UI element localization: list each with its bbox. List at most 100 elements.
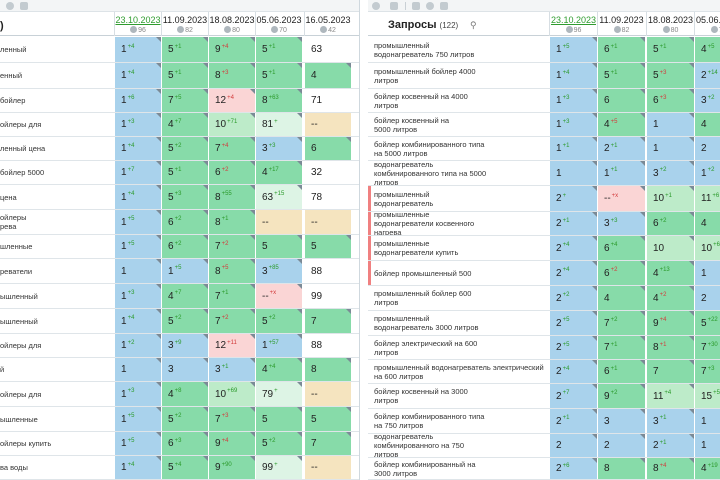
date-column-header[interactable]: 05.06.2023 70 <box>694 12 720 36</box>
position-cell[interactable]: -- <box>255 210 302 234</box>
position-cell[interactable]: 2 +4 <box>549 360 597 383</box>
position-cell[interactable]: 7 +3 <box>694 360 720 383</box>
position-cell[interactable]: 1 +4 <box>114 63 161 88</box>
position-cell[interactable]: 11 +4 <box>646 384 694 408</box>
link-icon[interactable] <box>390 2 398 10</box>
position-cell[interactable]: 2 +5 <box>549 311 597 335</box>
position-cell[interactable]: 5 +1 <box>646 37 694 62</box>
query-phrase[interactable]: водонагреватель комбинированного типа на … <box>374 161 544 185</box>
position-cell[interactable]: 9 +4 <box>208 37 255 62</box>
position-cell[interactable]: -- +x <box>597 186 645 211</box>
query-phrase[interactable]: ойлеры купить <box>0 432 110 455</box>
position-cell[interactable]: 3 +2 <box>694 89 720 112</box>
position-cell[interactable]: 2 +5 <box>549 336 597 359</box>
queries-column-title[interactable]: ) <box>0 20 4 32</box>
date-column-header[interactable]: 18.08.2023 80 <box>646 12 694 36</box>
position-cell[interactable]: 3 <box>161 358 208 381</box>
position-cell[interactable]: 2 +14 <box>694 63 720 88</box>
position-cell[interactable]: 10 +71 <box>208 113 255 136</box>
query-phrase[interactable]: бойлер промышленный 500 <box>374 261 544 285</box>
position-cell[interactable]: 10 <box>646 236 694 260</box>
position-cell[interactable]: 2 +1 <box>597 137 645 160</box>
position-cell[interactable]: 2 +4 <box>549 236 597 260</box>
position-cell[interactable]: 1 +4 <box>114 137 161 160</box>
position-cell[interactable]: 11 +6 <box>694 186 720 211</box>
query-phrase[interactable]: промышленные водонагреватели купить <box>374 236 544 260</box>
position-cell[interactable]: 4 +4 <box>255 358 302 381</box>
position-cell[interactable]: 7 +2 <box>208 235 255 258</box>
position-cell[interactable]: 5 +1 <box>597 63 645 88</box>
query-phrase[interactable]: реватели <box>0 259 110 283</box>
position-cell[interactable]: 99 + <box>255 456 302 479</box>
query-phrase[interactable]: водонагреватель комбинированного на 750 ли… <box>374 434 544 457</box>
position-cell[interactable]: 9 +2 <box>597 384 645 408</box>
check-date[interactable]: 23.10.2023 <box>550 15 597 25</box>
position-cell[interactable]: 4 <box>694 113 720 136</box>
check-date[interactable]: 18.08.2023 <box>647 15 694 25</box>
position-cell[interactable]: 5 +2 <box>161 309 208 333</box>
document-icon[interactable] <box>20 2 28 10</box>
position-cell[interactable]: 2 +1 <box>646 434 694 457</box>
position-cell[interactable]: 4 <box>304 63 351 88</box>
position-cell[interactable]: 1 +3 <box>549 89 597 112</box>
position-cell[interactable]: -- <box>304 113 351 136</box>
position-cell[interactable]: 1 +6 <box>114 89 161 112</box>
position-cell[interactable]: 6 +2 <box>646 212 694 235</box>
check-date[interactable]: 11.09.2023 <box>599 15 644 25</box>
square-icon[interactable] <box>412 2 420 10</box>
date-column-header[interactable]: 23.10.2023 96 <box>114 12 161 36</box>
position-cell[interactable]: 3 +9 <box>161 334 208 357</box>
position-cell[interactable]: 9 +4 <box>646 311 694 335</box>
position-cell[interactable]: 8 +4 <box>646 458 694 479</box>
query-phrase[interactable]: ойлеры для <box>0 113 110 136</box>
position-cell[interactable]: 1 +5 <box>114 210 161 234</box>
position-cell[interactable]: 1 <box>694 261 720 285</box>
position-cell[interactable]: 6 <box>304 137 351 160</box>
position-cell[interactable]: 2 <box>549 434 597 457</box>
circle-icon[interactable] <box>372 2 380 10</box>
position-cell[interactable]: 1 <box>114 358 161 381</box>
query-phrase[interactable]: бойлер комбинированный на 3000 литров <box>374 458 544 479</box>
position-cell[interactable]: 9 +4 <box>208 432 255 455</box>
position-cell[interactable]: 4 +5 <box>597 113 645 136</box>
position-cell[interactable]: 6 +1 <box>597 360 645 383</box>
position-cell[interactable]: 4 <box>694 212 720 235</box>
position-cell[interactable]: 5 +2 <box>161 407 208 431</box>
position-cell[interactable]: 7 +4 <box>208 137 255 160</box>
query-phrase[interactable]: промышленный бойлер 600 литров <box>374 286 544 310</box>
position-cell[interactable]: 7 <box>304 432 351 455</box>
query-phrase[interactable]: шленные <box>0 235 110 258</box>
position-cell[interactable]: 1 +3 <box>549 113 597 136</box>
position-cell[interactable]: 1 <box>549 161 597 185</box>
position-cell[interactable]: 8 +63 <box>255 89 302 112</box>
position-cell[interactable]: 5 <box>255 235 302 258</box>
position-cell[interactable]: 79 + <box>255 382 302 406</box>
position-cell[interactable]: 1 +4 <box>114 37 161 62</box>
query-phrase[interactable]: промышленный водонагреватель <box>374 186 544 211</box>
query-phrase[interactable]: енный <box>0 63 110 88</box>
position-cell[interactable]: 5 +3 <box>646 63 694 88</box>
position-cell[interactable]: 3 +1 <box>646 409 694 433</box>
date-column-header[interactable]: 11.09.2023 82 <box>161 12 208 36</box>
position-cell[interactable]: 1 +5 <box>114 235 161 258</box>
position-cell[interactable]: 1 +5 <box>114 432 161 455</box>
query-phrase[interactable]: бойлер комбинированного типа на 5000 литр… <box>374 137 544 160</box>
position-cell[interactable]: 10 +6 <box>694 236 720 260</box>
position-cell[interactable]: 3 +1 <box>208 358 255 381</box>
position-cell[interactable]: 7 +2 <box>597 311 645 335</box>
document-icon[interactable] <box>440 2 448 10</box>
position-cell[interactable]: 88 <box>304 334 351 357</box>
query-phrase[interactable]: ойлеры для <box>0 382 110 406</box>
position-cell[interactable]: 2 <box>694 286 720 310</box>
position-cell[interactable]: 78 <box>304 185 351 209</box>
query-phrase[interactable]: бойлер 5000 <box>0 161 110 184</box>
position-cell[interactable]: 2 +4 <box>549 261 597 285</box>
position-cell[interactable]: 7 <box>646 360 694 383</box>
position-cell[interactable]: -- <box>304 210 351 234</box>
position-cell[interactable]: 3 +3 <box>597 212 645 235</box>
query-phrase[interactable]: промышленный водонагреватель электрическ… <box>374 360 544 383</box>
position-cell[interactable]: 4 +7 <box>161 113 208 136</box>
position-cell[interactable]: 5 <box>304 407 351 431</box>
position-cell[interactable]: 5 <box>255 407 302 431</box>
check-date[interactable]: 16.05.2023 <box>305 15 351 25</box>
